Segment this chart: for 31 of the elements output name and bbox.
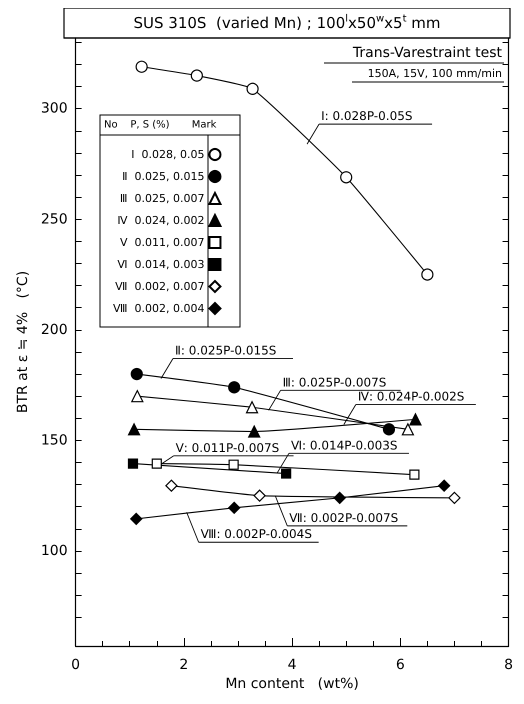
legend-label: Ⅷ 0.002, 0.004 <box>112 302 204 315</box>
legend-label: Ⅳ 0.024, 0.002 <box>117 214 204 227</box>
x-tick-label: 2 <box>179 657 188 673</box>
x-tick-label: 4 <box>288 657 297 673</box>
legend-label: Ⅲ 0.025, 0.007 <box>120 192 204 205</box>
annotation: 150A, 15V, 100 mm/min <box>368 67 502 80</box>
y-tick-label: 300 <box>40 100 68 117</box>
legend-label: Ⅱ 0.025, 0.015 <box>122 170 204 183</box>
annotation: Ⅰ: 0.028P-0.05S <box>321 109 412 124</box>
annotation: Trans-Varestraint test <box>352 45 502 61</box>
annotation: Ⅳ: 0.024P-0.002S <box>358 389 464 404</box>
legend-label: Ⅵ 0.014, 0.003 <box>117 258 204 271</box>
annotation: Ⅶ: 0.002P-0.007S <box>289 510 398 525</box>
x-axis-title: Mn content (wt%) <box>225 676 359 692</box>
legend-label: Ⅴ 0.011, 0.007 <box>120 236 204 249</box>
y-tick-label: 100 <box>40 542 68 559</box>
x-tick-label: 0 <box>71 657 80 673</box>
y-tick-label: 150 <box>40 432 68 448</box>
x-tick-label: 6 <box>396 657 405 673</box>
legend-title: No P, S (%) Mark <box>104 120 217 130</box>
y-axis-title: BTR at ε ≒ 4% (°C) <box>15 270 31 414</box>
x-tick-label: 8 <box>504 657 514 673</box>
legend-label: Ⅶ 0.002, 0.007 <box>115 280 204 293</box>
y-tick-label: 250 <box>40 211 68 228</box>
annotation: Ⅲ: 0.025P-0.007S <box>282 375 386 390</box>
annotation: Ⅴ: 0.011P-0.007S <box>176 440 280 455</box>
legend-label: Ⅰ 0.028, 0.05 <box>131 148 204 161</box>
annotation: Ⅷ: 0.002P-0.004S <box>200 527 312 542</box>
annotation: Ⅱ: 0.025P-0.015S <box>175 343 276 358</box>
y-tick-label: 200 <box>40 322 68 338</box>
annotation: Ⅵ: 0.014P-0.003S <box>290 438 398 452</box>
